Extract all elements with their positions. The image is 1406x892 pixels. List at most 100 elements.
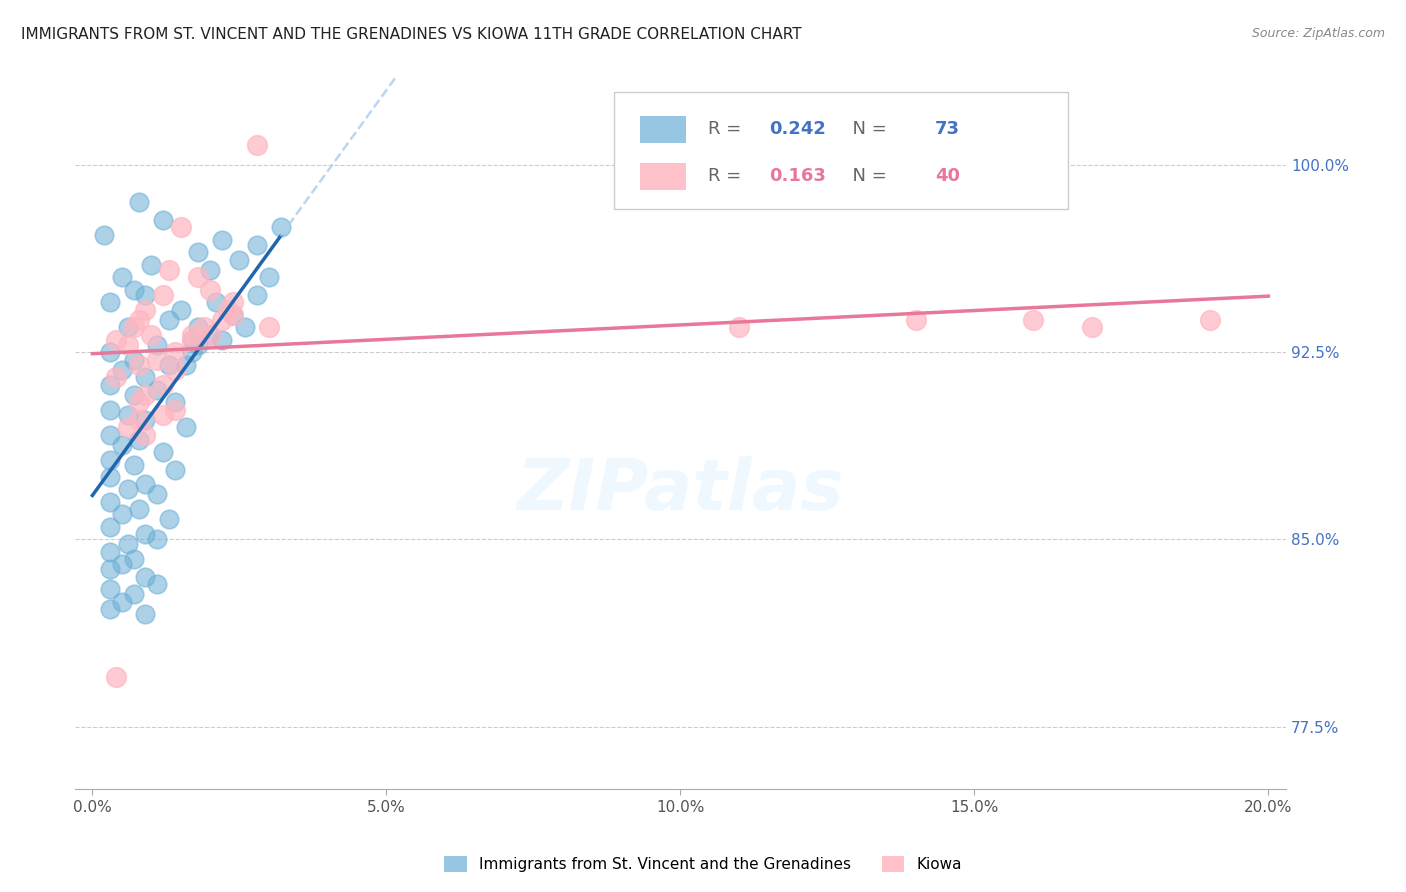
Point — [122, 320, 145, 334]
Point — [134, 302, 156, 317]
Point — [122, 352, 145, 367]
Point — [117, 537, 139, 551]
Point — [122, 587, 145, 601]
Point — [134, 570, 156, 584]
Point — [111, 362, 134, 376]
Point — [211, 312, 233, 326]
Point — [128, 433, 150, 447]
Point — [122, 552, 145, 566]
Point — [270, 220, 292, 235]
Point — [187, 337, 209, 351]
Point — [1022, 312, 1045, 326]
FancyBboxPatch shape — [614, 92, 1069, 209]
Point — [222, 295, 245, 310]
Point — [98, 295, 121, 310]
Point — [228, 252, 250, 267]
Point — [122, 458, 145, 472]
Point — [146, 487, 169, 501]
Point — [198, 327, 221, 342]
Point — [152, 445, 174, 459]
Point — [146, 383, 169, 397]
Point — [728, 320, 751, 334]
Point — [134, 427, 156, 442]
Legend: Immigrants from St. Vincent and the Grenadines, Kiowa: Immigrants from St. Vincent and the Gren… — [436, 848, 970, 880]
Text: ZIPatlas: ZIPatlas — [516, 456, 844, 524]
Point — [163, 395, 186, 409]
Point — [169, 220, 191, 235]
Point — [98, 377, 121, 392]
Point — [128, 195, 150, 210]
Point — [128, 412, 150, 426]
Point — [904, 312, 927, 326]
Text: 0.242: 0.242 — [769, 120, 825, 138]
Point — [98, 562, 121, 576]
Point — [146, 352, 169, 367]
Point — [198, 283, 221, 297]
Point — [128, 312, 150, 326]
Point — [163, 402, 186, 417]
Point — [169, 302, 191, 317]
Point — [111, 437, 134, 451]
Point — [117, 483, 139, 497]
Point — [104, 670, 127, 684]
Point — [134, 477, 156, 491]
Text: 0.163: 0.163 — [769, 168, 825, 186]
Point — [187, 320, 209, 334]
Point — [146, 337, 169, 351]
Point — [163, 345, 186, 359]
Point — [187, 245, 209, 260]
Point — [257, 320, 280, 334]
Point — [198, 262, 221, 277]
Point — [141, 327, 163, 342]
Point — [93, 227, 115, 242]
Point — [117, 408, 139, 422]
Point — [1081, 320, 1104, 334]
Point — [157, 358, 180, 372]
Point — [98, 495, 121, 509]
Point — [117, 337, 139, 351]
Point — [152, 377, 174, 392]
Point — [98, 470, 121, 484]
Point — [134, 287, 156, 301]
Point — [176, 420, 198, 434]
Point — [217, 302, 239, 317]
Point — [98, 520, 121, 534]
Point — [111, 270, 134, 285]
Point — [193, 320, 215, 334]
Point — [246, 137, 269, 152]
Bar — [640, 163, 686, 190]
Text: IMMIGRANTS FROM ST. VINCENT AND THE GRENADINES VS KIOWA 11TH GRADE CORRELATION C: IMMIGRANTS FROM ST. VINCENT AND THE GREN… — [21, 27, 801, 42]
Point — [117, 320, 139, 334]
Point — [181, 345, 204, 359]
Point — [176, 358, 198, 372]
Point — [134, 607, 156, 622]
Point — [98, 427, 121, 442]
Point — [104, 333, 127, 347]
Point — [152, 408, 174, 422]
Text: N =: N = — [841, 168, 893, 186]
Point — [98, 602, 121, 616]
Point — [152, 212, 174, 227]
Point — [152, 287, 174, 301]
Point — [187, 270, 209, 285]
Point — [1198, 312, 1220, 326]
Point — [181, 333, 204, 347]
Point — [134, 527, 156, 541]
Point — [111, 558, 134, 572]
Bar — [640, 116, 686, 143]
Point — [205, 295, 228, 310]
Point — [122, 283, 145, 297]
Point — [104, 370, 127, 384]
Point — [134, 412, 156, 426]
Point — [146, 577, 169, 591]
Point — [157, 512, 180, 526]
Point — [211, 333, 233, 347]
Text: R =: R = — [709, 168, 747, 186]
Point — [122, 387, 145, 401]
Point — [181, 333, 204, 347]
Point — [111, 508, 134, 522]
Point — [211, 233, 233, 247]
Point — [111, 595, 134, 609]
Point — [134, 370, 156, 384]
Point — [157, 312, 180, 326]
